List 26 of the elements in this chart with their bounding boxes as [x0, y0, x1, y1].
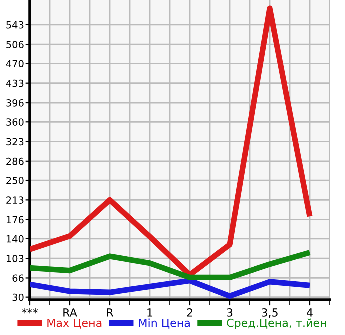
- y-tick-label: 213: [6, 196, 24, 204]
- x-tick-label: 3,5: [262, 308, 278, 318]
- y-tick-label: 543: [6, 21, 24, 29]
- y-tick-label: 433: [6, 80, 24, 88]
- y-tick-label: 66: [12, 274, 24, 282]
- y-tick-label: 286: [6, 158, 24, 166]
- y-tick-label: 506: [6, 41, 24, 48]
- y-tick-label: 323: [6, 138, 24, 146]
- y-tick-label: 140: [6, 235, 24, 243]
- x-tick-label: 2: [187, 308, 192, 317]
- y-tick-label: 470: [6, 60, 24, 68]
- legend-label: Max Цена: [48, 319, 102, 329]
- x-tick-label: RA: [64, 308, 78, 317]
- y-tick-label: 176: [6, 216, 24, 224]
- y-tick-label: 103: [6, 255, 24, 262]
- y-tick-label: 396: [6, 99, 24, 107]
- y-tick-label: 30: [12, 294, 24, 302]
- legend-label: Min Цена: [139, 318, 190, 329]
- y-tick-label: 250: [6, 177, 24, 184]
- x-tick-label: R: [107, 308, 114, 317]
- x-tick-label: ***: [22, 308, 38, 314]
- x-tick-label: 4: [307, 308, 313, 317]
- x-tick-label: 1: [148, 308, 153, 317]
- legend-label: Сред.Цена, т.йен: [227, 318, 326, 330]
- y-tick-label: 360: [6, 118, 24, 126]
- x-tick-label: 3: [227, 308, 233, 317]
